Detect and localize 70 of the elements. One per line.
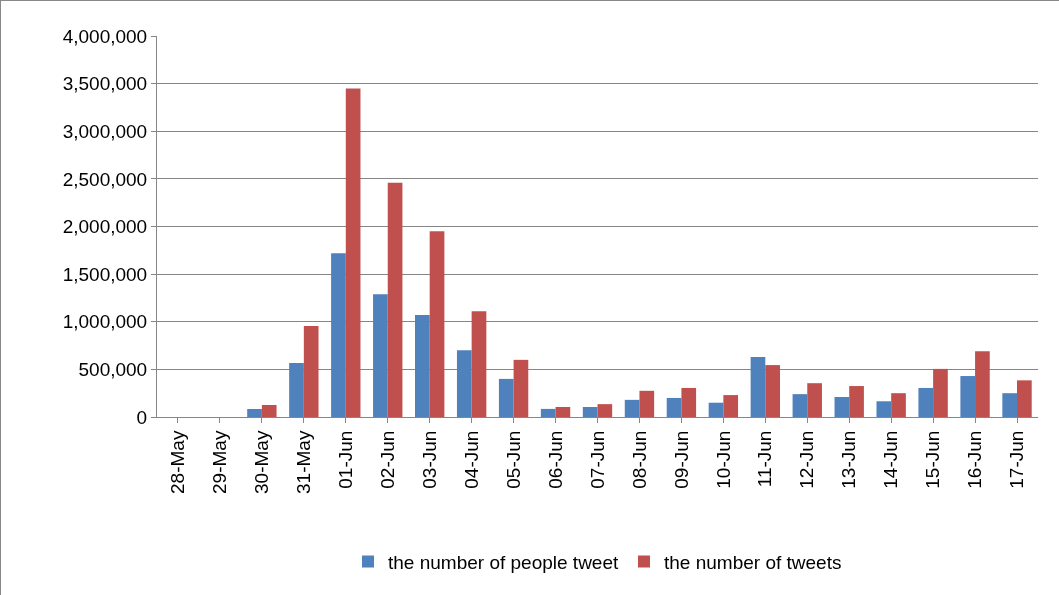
legend-label: the number of people tweet [388,551,619,573]
bar [918,387,934,417]
y-tick-label: 0 [136,406,148,428]
bar [960,376,976,417]
bar [247,409,262,417]
bar [624,399,640,417]
x-tick-label: 15-Jun [922,430,944,489]
bar [765,365,780,417]
x-tick-label: 14-Jun [880,430,902,489]
bar [849,386,864,417]
bar [639,390,655,417]
bar [876,401,892,417]
y-tick-label: 2,500,000 [62,168,148,190]
x-tick-label: 30-May [251,430,273,494]
x-tick-label: 12-Jun [796,430,818,489]
bar [456,350,472,417]
x-tick-label: 31-May [293,430,314,494]
bar [708,402,724,417]
x-tick-label: 11-Jun [754,430,776,488]
bar [807,383,822,417]
y-tick-label: 4,000,000 [62,25,148,47]
x-tick-label: 06-Jun [544,430,566,489]
x-tick-label: 10-Jun [712,430,734,489]
x-tick-label: 08-Jun [628,430,650,489]
bar [1002,393,1018,417]
y-tick-label: 1,000,000 [62,311,148,333]
bar [723,395,739,417]
bar [975,351,990,417]
x-tick-label: 13-Jun [838,430,860,489]
x-tick-label: 04-Jun [460,430,482,489]
bar [555,407,571,417]
y-tick-label: 1,500,000 [62,263,148,285]
bar [373,294,388,417]
x-tick-label: 16-Jun [964,430,986,489]
bar [471,311,487,417]
bar [331,253,346,417]
bar [540,408,556,417]
bar [834,397,850,417]
x-tick-label: 29-May [209,430,231,494]
bar [513,359,529,417]
bar [582,407,598,417]
bar [750,356,766,417]
y-tick-label: 3,000,000 [62,120,148,142]
x-tick-label: 01-Jun [334,430,356,489]
bar [429,231,445,417]
y-tick-label: 2,000,000 [62,216,148,238]
bar [792,394,808,417]
y-tick-label: 3,500,000 [62,73,148,95]
x-tick-label: 07-Jun [586,430,608,489]
bar [1017,380,1032,417]
x-tick-label: 09-Jun [670,430,692,489]
bar [303,326,319,417]
bar [666,397,682,417]
x-tick-label: 28-May [167,430,189,494]
bar [261,405,277,417]
x-tick-label: 02-Jun [376,430,398,489]
bar [387,182,403,417]
bar [345,88,361,417]
y-tick-label: 500,000 [78,359,148,381]
bar [933,368,948,417]
bar [891,393,906,417]
bar [681,387,697,417]
bar [597,404,613,417]
x-tick-label: 03-Jun [418,430,440,489]
x-tick-label: 17-Jun [1006,430,1028,489]
bar [415,315,430,417]
x-tick-label: 05-Jun [502,430,524,489]
bar [289,362,304,417]
legend-label: the number of tweets [663,551,842,573]
bar [498,378,514,417]
